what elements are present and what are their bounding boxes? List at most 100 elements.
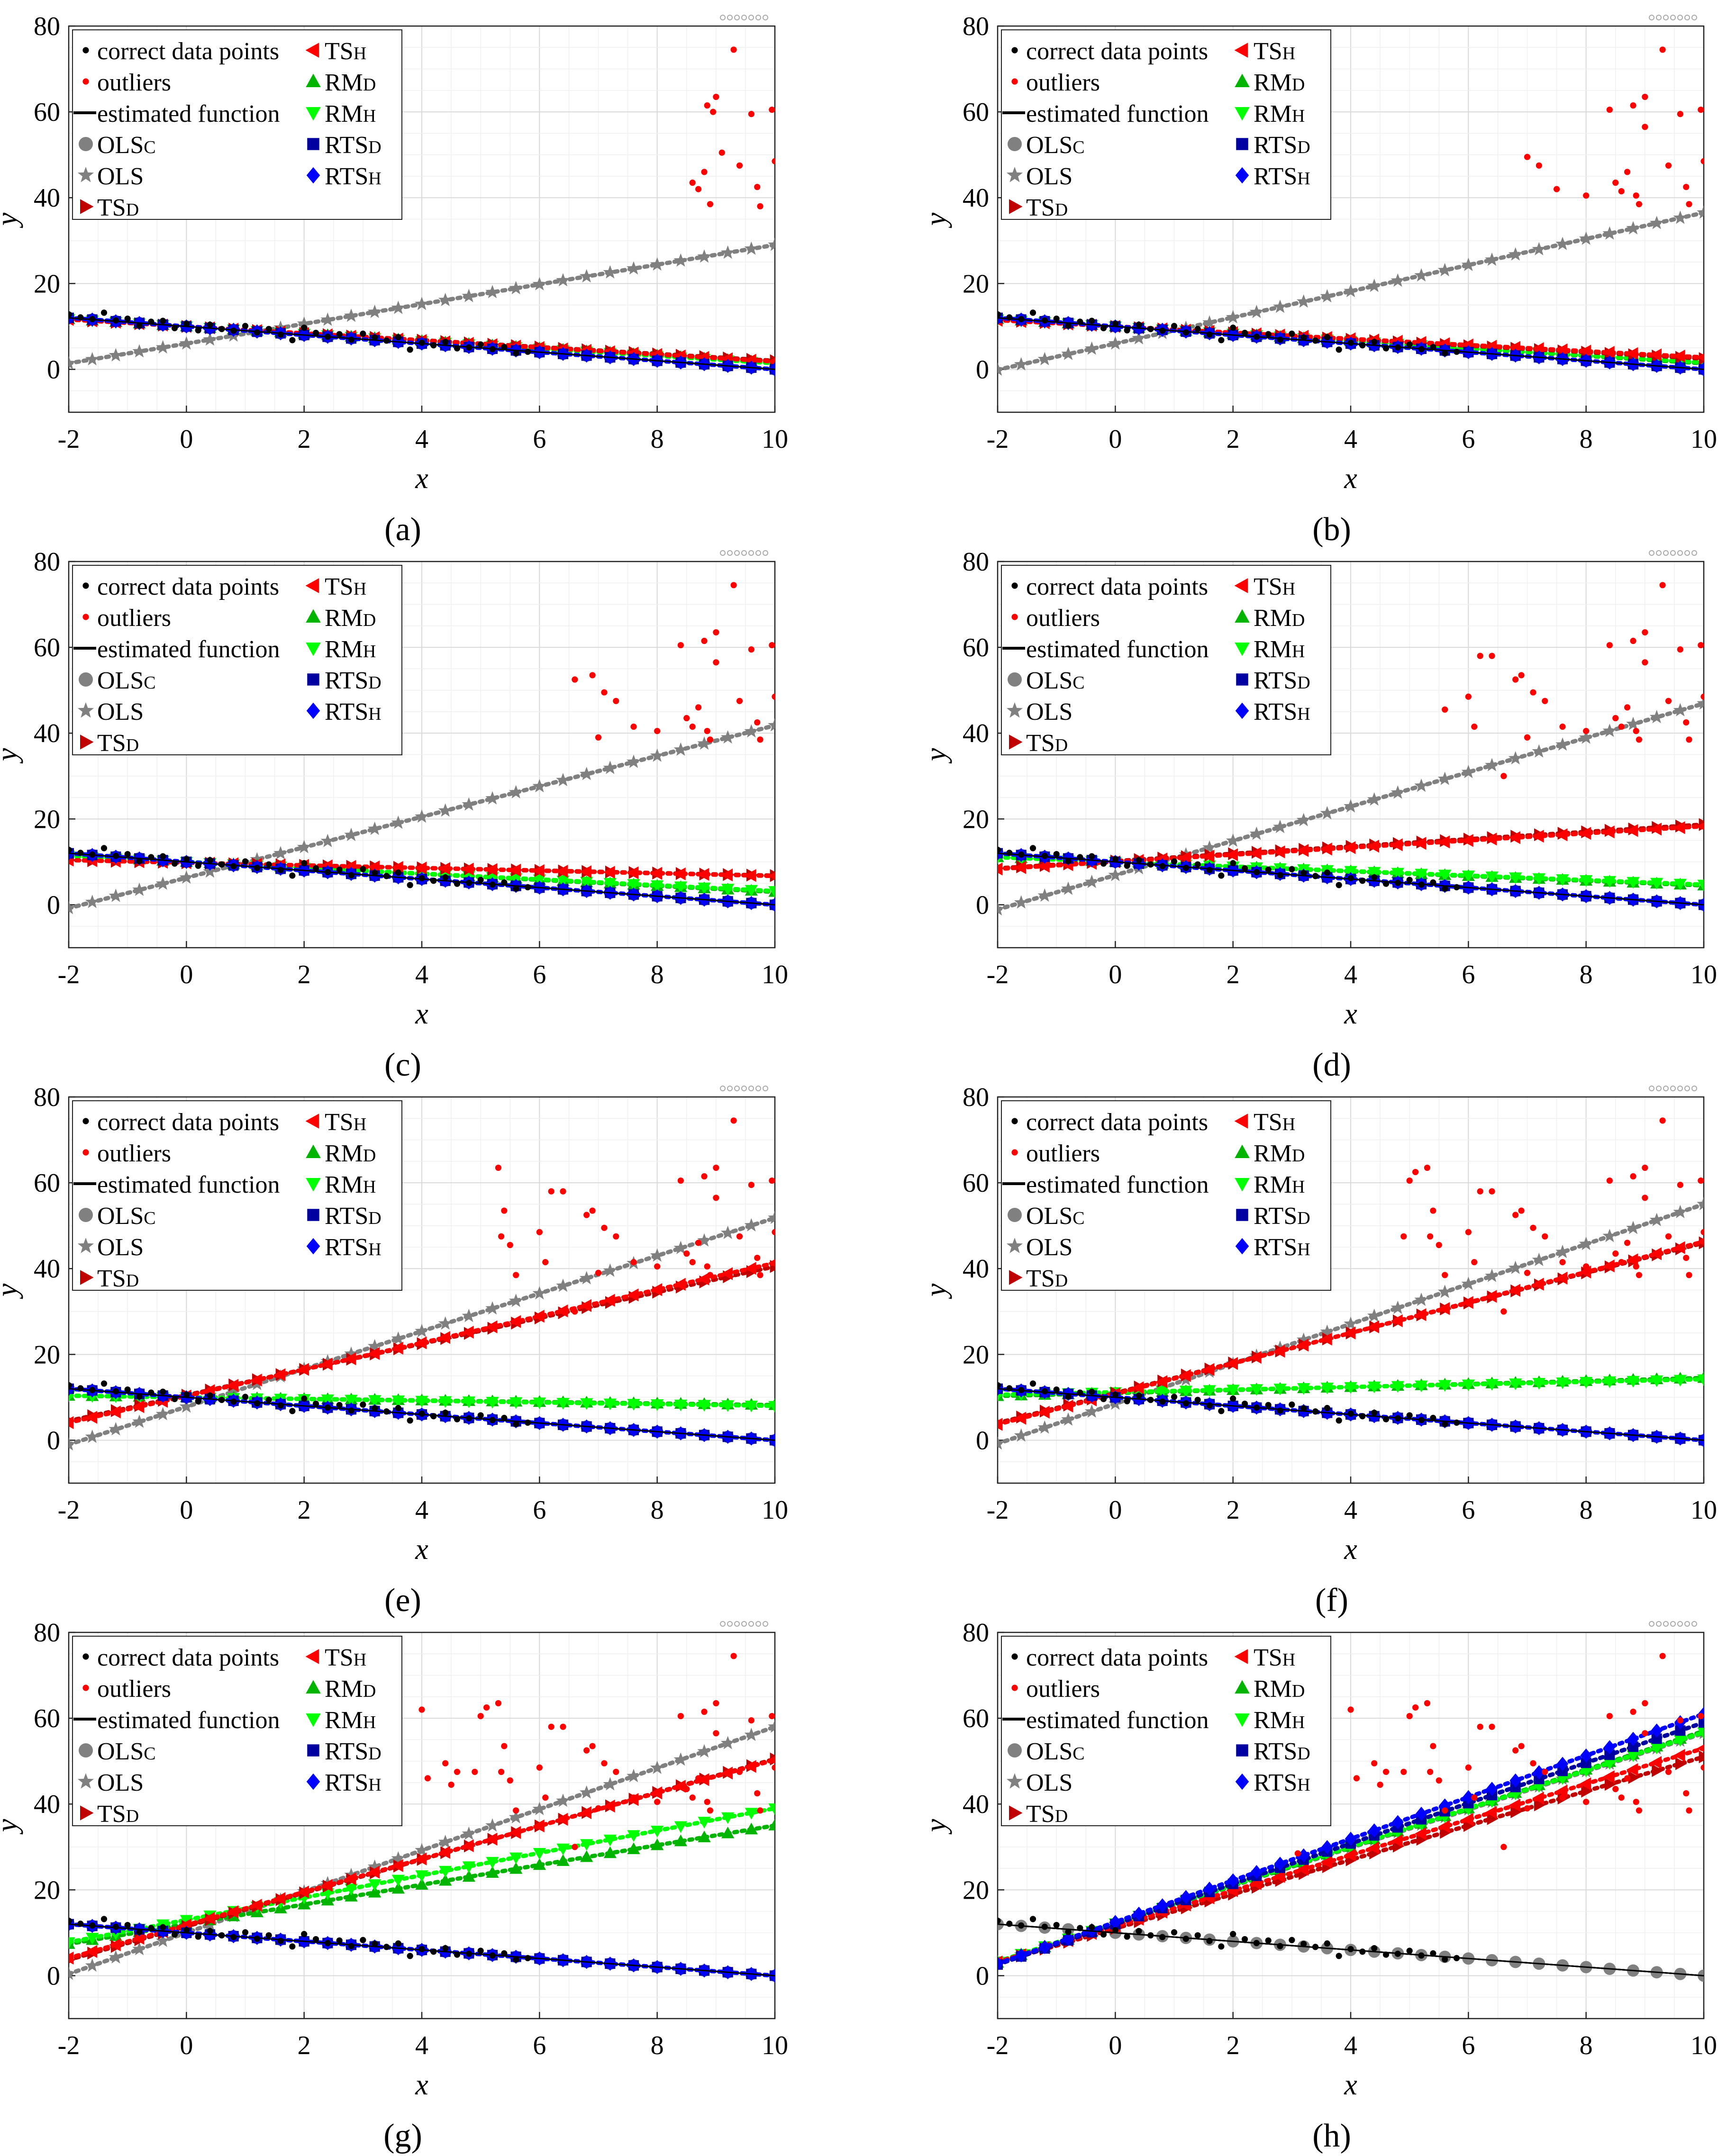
fit-marker-rm-h: [486, 1396, 499, 1409]
fit-marker-rm-h: [1179, 1386, 1192, 1398]
fit-marker-ols: [132, 1942, 146, 1956]
legend-marker: [306, 1144, 321, 1158]
outlier-point: [1442, 1272, 1448, 1278]
legend-marker: [306, 1238, 320, 1255]
fit-marker-rm-h: [1603, 1376, 1616, 1388]
outlier-point: [1518, 672, 1525, 679]
legend-label: estimated function: [97, 100, 280, 127]
correct-point: [289, 872, 296, 879]
correct-point: [1159, 327, 1166, 334]
fit-marker-rts-d: [1604, 1749, 1615, 1760]
fit-marker-ols: [720, 1225, 735, 1239]
fit-marker-ts-h: [697, 868, 709, 881]
legend-label: outliers: [1026, 69, 1100, 96]
legend-label-subscript: H: [363, 1712, 376, 1732]
fit-marker-rm-h: [1438, 870, 1452, 882]
toolbar-icon: [1656, 550, 1662, 556]
outlier-point: [1382, 1768, 1390, 1775]
outlier-point: [1524, 734, 1531, 741]
y-tick-label: 80: [963, 547, 989, 577]
legend-label-subscript: H: [354, 1650, 366, 1670]
outlier-point: [1642, 629, 1648, 636]
fit-marker-ols: [367, 304, 382, 318]
outlier-point: [477, 1712, 484, 1720]
fit-marker-ts-h: [998, 1418, 1003, 1431]
legend-label-subscript: C: [1073, 673, 1084, 693]
correct-point: [1065, 858, 1072, 864]
correct-point: [1041, 1388, 1048, 1395]
toolbar-icon: [763, 1621, 768, 1627]
fit-marker-rm-h: [768, 1401, 775, 1413]
correct-point: [1136, 1392, 1142, 1399]
fit-marker-ts-h: [1179, 1369, 1191, 1382]
correct-point: [1218, 337, 1225, 344]
fit-marker-ols: [1037, 352, 1052, 365]
fit-marker-ols: [1202, 840, 1217, 854]
fit-marker-ols: [85, 1430, 100, 1443]
outlier-point: [704, 728, 710, 734]
outlier-point: [1612, 1785, 1619, 1793]
correct-point: [489, 1417, 496, 1423]
fit-marker-ols: [69, 356, 76, 370]
correct-point: [77, 314, 84, 321]
correct-point: [183, 856, 190, 863]
legend-entry: OLS: [1006, 698, 1073, 725]
fit-marker-ts-h: [273, 1368, 286, 1381]
correct-point: [1347, 1410, 1354, 1417]
correct-point: [372, 334, 378, 341]
toolbar-icon: [720, 1621, 726, 1627]
fit-marker-ts-h: [1555, 1271, 1568, 1285]
legend-label: RTSD: [325, 132, 382, 159]
fit-marker-ts-h: [1603, 1259, 1615, 1273]
outlier-point: [730, 582, 737, 589]
legend-entry: TSH: [1234, 1644, 1295, 1671]
correct-point: [1112, 856, 1118, 863]
legend-entry: TSH: [1234, 573, 1295, 600]
correct-point: [254, 1935, 260, 1942]
fit-marker-ols: [532, 1802, 547, 1815]
legend-label-subscript: C: [144, 1744, 155, 1764]
x-tick-label: 4: [1344, 1495, 1357, 1525]
fit-marker-ols: [85, 352, 100, 366]
panel-label: (d): [1312, 1047, 1351, 1083]
correct-point: [1382, 1951, 1390, 1958]
toolbar-icon: [741, 15, 747, 20]
toolbar-icon: [1649, 1621, 1654, 1627]
correct-point: [1453, 1419, 1460, 1426]
correct-point: [136, 322, 143, 329]
outlier-point: [1636, 736, 1643, 743]
outlier-point: [654, 1263, 661, 1270]
correct-point: [477, 341, 484, 348]
legend-label: TSH: [325, 1644, 366, 1671]
fit-marker-rts-h: [1651, 1723, 1663, 1738]
y-axis-label: y: [920, 1819, 952, 1835]
fit-marker-ols: [720, 730, 735, 744]
fit-marker-ols: [462, 1309, 476, 1323]
correct-point: [524, 1419, 531, 1426]
correct-point: [1077, 854, 1083, 861]
fit-marker-ols: [627, 1768, 641, 1783]
legend-label-subscript: D: [368, 137, 381, 157]
correct-point: [1089, 853, 1095, 860]
fit-marker-ts-d: [1652, 1764, 1663, 1777]
fit-marker-rm-h: [1556, 1377, 1569, 1389]
outlier-point: [1542, 1233, 1548, 1240]
legend-marker: [82, 582, 89, 589]
fit-marker-ts-h: [1014, 1412, 1027, 1425]
fit-marker-rm-h: [1673, 879, 1687, 891]
outlier-point: [707, 201, 714, 208]
fit-marker-rm-h: [1485, 1379, 1499, 1391]
correct-point: [1136, 857, 1142, 863]
outlier-point: [1633, 192, 1639, 199]
toolbar-icon: [755, 550, 761, 556]
correct-point: [136, 1393, 143, 1400]
fit-marker-ols: [132, 344, 146, 358]
outlier-point: [1606, 1177, 1613, 1184]
legend-marker: [79, 137, 93, 151]
correct-point: [69, 311, 72, 318]
correct-point: [1218, 1943, 1225, 1950]
correct-point: [1241, 1400, 1248, 1407]
fit-marker-rm-d: [627, 1842, 640, 1854]
outlier-point: [769, 106, 775, 113]
correct-point: [1230, 325, 1236, 331]
